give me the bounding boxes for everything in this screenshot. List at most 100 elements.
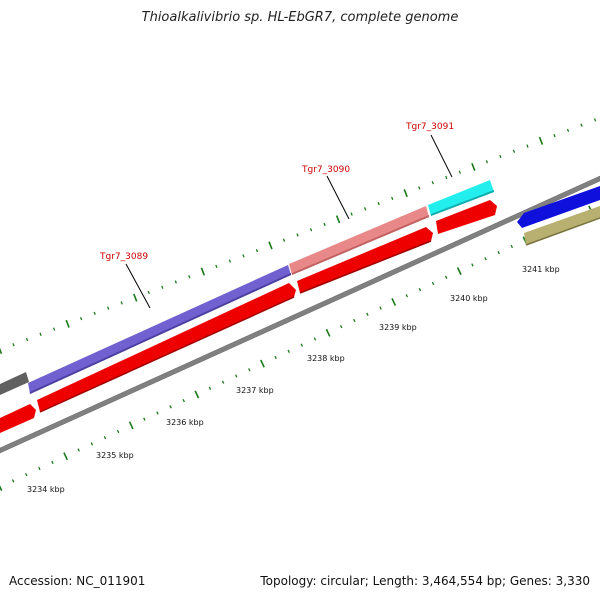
lower-tick-minor xyxy=(431,281,435,286)
upper-tick-minor xyxy=(39,332,42,336)
scale-label-3236: 3236 kbp xyxy=(166,418,204,427)
gene-tgr7-3090-shadow xyxy=(292,215,429,275)
upper-tick-minor xyxy=(485,160,489,164)
lower-tick-minor xyxy=(418,287,422,292)
lower-tick-minor xyxy=(90,442,94,446)
gene-tgr7-3089[interactable] xyxy=(28,265,291,394)
upper-tick-major xyxy=(200,267,206,276)
upper-tick-minor xyxy=(161,285,164,289)
lower-tick-minor xyxy=(405,294,409,298)
lower-tick-minor xyxy=(287,349,290,353)
gene-label-3091: Tgr7_3091 xyxy=(405,122,454,132)
gene-tgr7-3091[interactable] xyxy=(428,180,494,216)
lower-tick-minor xyxy=(353,318,356,323)
gene-label-3089: Tgr7_3089 xyxy=(99,252,148,262)
upper-tick-minor xyxy=(174,280,177,284)
lower-tick-major xyxy=(260,359,265,368)
upper-tick-minor xyxy=(526,144,529,148)
lower-minor-ticks xyxy=(0,205,593,491)
lower-tick-major xyxy=(0,485,3,491)
scale-label-3235: 3235 kbp xyxy=(96,451,134,460)
upper-tick-major xyxy=(538,136,544,145)
upper-tick-minor xyxy=(215,264,218,268)
cds-arrow-3090-shadow xyxy=(299,240,432,294)
lower-tick-minor xyxy=(444,275,448,279)
upper-tick-minor xyxy=(12,343,15,347)
scale-label-3239: 3239 kbp xyxy=(379,323,417,332)
upper-tick-minor xyxy=(323,222,326,227)
upper-tick-minor xyxy=(228,259,232,263)
lower-tick-major xyxy=(325,328,331,337)
lower-tick-minor xyxy=(11,479,15,483)
upper-tick-minor xyxy=(309,228,313,232)
upper-tick-minor xyxy=(364,207,367,211)
map-title: Thioalkalivibrio sp. HL-EbGR7, complete … xyxy=(141,10,459,25)
lower-tick-major xyxy=(456,267,462,276)
upper-tick-minor xyxy=(296,233,299,237)
upper-tick-minor xyxy=(580,123,583,127)
lower-tick-major xyxy=(194,390,200,399)
upper-tick-minor xyxy=(120,301,123,305)
lower-tick-minor xyxy=(208,386,212,390)
upper-tick-minor xyxy=(566,128,570,133)
upper-tick-major xyxy=(335,215,341,224)
lower-tick-minor xyxy=(169,405,172,409)
gene-tgr7-3091-shadow xyxy=(431,190,494,216)
upper-tick-major xyxy=(403,189,408,198)
genome-backbone xyxy=(0,175,600,454)
upper-tick-minor xyxy=(445,175,448,180)
lower-tick-minor xyxy=(313,337,317,341)
upper-tick-minor xyxy=(553,133,556,138)
cds-arrow-3091[interactable] xyxy=(436,200,497,234)
gene-tgr7-3090[interactable] xyxy=(289,206,429,275)
upper-tick-minor xyxy=(431,181,434,185)
cds-arrow-3089[interactable] xyxy=(37,283,296,412)
gene-feature-olive[interactable] xyxy=(524,206,600,245)
lower-tick-minor xyxy=(77,448,80,452)
upper-minor-ticks xyxy=(0,118,597,355)
lower-tick-minor xyxy=(379,306,382,310)
lower-tick-minor xyxy=(497,250,500,255)
scale-label-3238: 3238 kbp xyxy=(307,354,345,363)
lower-tick-minor xyxy=(300,343,304,347)
upper-tick-minor xyxy=(391,196,394,200)
upper-tick-major xyxy=(0,347,3,355)
lower-tick-minor xyxy=(274,355,277,360)
lower-tick-minor xyxy=(156,411,159,415)
cds-arrow-3090[interactable] xyxy=(297,227,433,293)
lower-tick-minor xyxy=(38,466,41,471)
lower-tick-minor xyxy=(25,473,28,477)
lower-tick-minor xyxy=(471,263,474,267)
cds-arrow-3089-shadow xyxy=(39,296,295,413)
leader-line-3089 xyxy=(125,263,151,309)
gene-feature-gray[interactable] xyxy=(0,372,29,395)
upper-tick-major xyxy=(133,293,138,302)
lower-tick-minor xyxy=(221,380,225,384)
lower-tick-minor xyxy=(510,244,514,249)
lower-tick-minor xyxy=(484,257,487,261)
upper-tick-minor xyxy=(107,306,110,310)
scale-label-3234: 3234 kbp xyxy=(27,485,65,494)
gene-feature-blue[interactable] xyxy=(517,186,600,228)
scale-label-3237: 3237 kbp xyxy=(236,386,274,395)
lower-tick-minor xyxy=(143,417,146,421)
leader-line-3091 xyxy=(430,134,453,178)
cds-arrow-left[interactable] xyxy=(0,404,36,433)
upper-tick-minor xyxy=(458,170,461,174)
gene-feature-olive-shadow xyxy=(525,217,600,246)
upper-tick-major xyxy=(268,241,273,250)
lower-tick-minor xyxy=(103,436,107,440)
lower-tick-major xyxy=(63,452,69,461)
upper-tick-major xyxy=(65,319,70,328)
gene-label-3090: Tgr7_3090 xyxy=(301,165,350,175)
upper-tick-minor xyxy=(52,327,56,331)
upper-tick-minor xyxy=(282,238,286,242)
lower-tick-minor xyxy=(116,429,120,434)
upper-tick-minor xyxy=(188,275,191,279)
lower-tick-major xyxy=(391,298,397,306)
lower-tick-minor xyxy=(51,460,54,464)
upper-tick-minor xyxy=(255,249,259,253)
scale-label-3240: 3240 kbp xyxy=(450,294,488,303)
